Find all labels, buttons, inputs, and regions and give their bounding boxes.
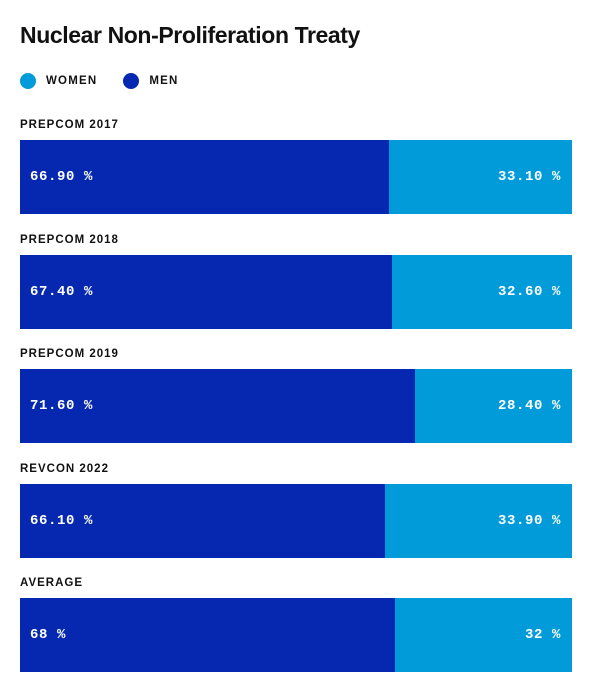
bar-group: PREPCOM 2018 67.40 % 32.60 % xyxy=(20,234,572,349)
stacked-bar: 71.60 % 28.40 % xyxy=(20,369,572,443)
bar-group: AVERAGE 68 % 32 % xyxy=(20,577,572,692)
chart-legend: WOMEN MEN xyxy=(20,73,205,89)
legend-label-men: MEN xyxy=(149,75,179,87)
bar-segment-men: 71.60 % xyxy=(20,369,416,443)
stacked-bar: 68 % 32 % xyxy=(20,598,572,672)
data-label-women: 33.10 % xyxy=(497,169,561,185)
data-label-men: 66.10 % xyxy=(30,512,94,529)
bar-group: PREPCOM 2017 66.90 % 33.10 % xyxy=(20,119,572,234)
bar-segment-men: 67.40 % xyxy=(20,254,393,329)
legend-item-men: MEN xyxy=(123,73,178,89)
stacked-bar: 66.90 % 33.10 % xyxy=(20,140,572,214)
stacked-bar: 66.10 % 33.90 % xyxy=(20,483,572,558)
bar-segment-men: 66.90 % xyxy=(20,140,390,214)
bar-group: REVCON 2022 66.10 % 33.90 % xyxy=(20,463,572,578)
stacked-bar: 67.40 % 32.60 % xyxy=(20,254,572,329)
legend-swatch-women xyxy=(20,73,36,89)
chart-title: Nuclear Non-Proliferation Treaty xyxy=(20,22,360,48)
bar-segment-women: 33.90 % xyxy=(384,483,572,558)
data-label-men: 67.40 % xyxy=(30,283,94,300)
legend-item-women: WOMEN xyxy=(20,73,97,89)
data-label-women: 32 % xyxy=(524,627,561,643)
stacked-bar-chart: PREPCOM 2017 66.90 % 33.10 % PREPCOM 2018 67… xyxy=(20,119,572,692)
data-label-men: 66.90 % xyxy=(30,169,94,185)
data-label-women: 28.40 % xyxy=(497,398,561,414)
category-label: PREPCOM 2018 xyxy=(20,233,119,246)
data-label-men: 71.60 % xyxy=(30,398,94,414)
bar-segment-men: 68 % xyxy=(20,598,396,672)
legend-label-women: WOMEN xyxy=(46,75,98,87)
bar-group: PREPCOM 2019 71.60 % 28.40 % xyxy=(20,348,572,463)
category-label: PREPCOM 2019 xyxy=(20,348,119,360)
data-label-men: 68 % xyxy=(30,627,67,643)
bar-segment-women: 33.10 % xyxy=(389,140,572,214)
bar-segment-women: 32 % xyxy=(395,598,572,672)
bar-segment-women: 32.60 % xyxy=(392,254,572,329)
bar-segment-women: 28.40 % xyxy=(415,369,572,443)
bar-segment-men: 66.10 % xyxy=(20,483,385,558)
category-label: AVERAGE xyxy=(20,577,84,589)
category-label: PREPCOM 2017 xyxy=(20,119,119,131)
data-label-women: 33.90 % xyxy=(497,512,561,529)
legend-swatch-men xyxy=(123,73,140,89)
category-label: REVCON 2022 xyxy=(20,462,109,475)
data-label-women: 32.60 % xyxy=(497,283,561,300)
